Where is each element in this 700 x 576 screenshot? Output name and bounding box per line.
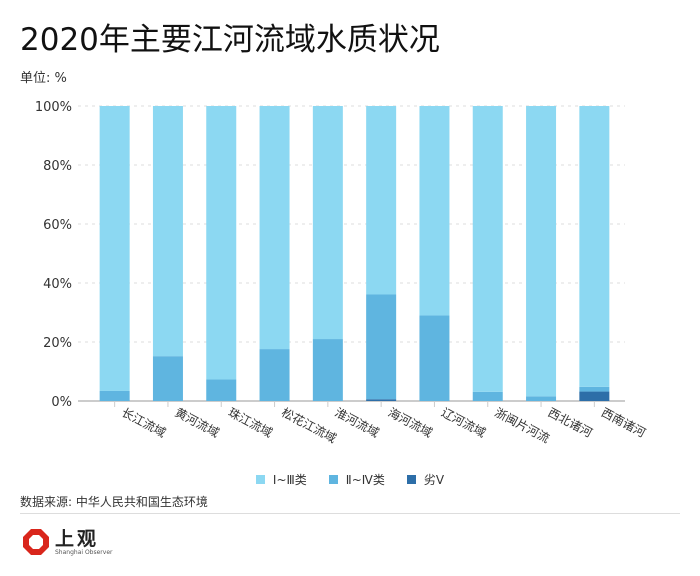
- y-tick-label: 100%: [35, 100, 72, 115]
- bar-segment: [206, 379, 237, 401]
- x-tick-label: 松花江流域: [279, 404, 339, 445]
- x-tick-label: 珠江流域: [226, 405, 275, 440]
- unit-label: 单位: %: [20, 71, 67, 86]
- bar-segment: [472, 391, 503, 401]
- legend-label: 劣V: [423, 473, 445, 487]
- bar-segment: [526, 106, 557, 397]
- legend-swatch: [328, 475, 338, 484]
- bar-segment: [366, 399, 397, 401]
- bar-segment: [99, 106, 130, 391]
- bar-segment: [152, 106, 183, 357]
- x-tick-label: 黄河流域: [173, 405, 222, 440]
- y-tick-label: 40%: [43, 277, 72, 292]
- y-tick-label: 60%: [43, 218, 72, 233]
- logo: 上观 Shanghai Observer: [22, 528, 112, 556]
- bar-segment: [152, 356, 183, 401]
- legend-item-2[interactable]: Ⅱ~Ⅳ类: [328, 471, 385, 488]
- y-tick-label: 0%: [51, 395, 72, 410]
- x-tick-label: 浙闽片河流: [492, 405, 552, 446]
- bar-segment: [366, 106, 397, 295]
- legend-swatch: [255, 475, 265, 484]
- legend-item-1[interactable]: Ⅰ~Ⅲ类: [255, 471, 307, 488]
- bar-segment: [366, 294, 397, 400]
- bar-segment: [419, 315, 450, 401]
- y-tick-label: 80%: [43, 159, 72, 174]
- x-tick-label: 西北诸河: [546, 405, 595, 440]
- bar-segment: [526, 396, 557, 401]
- bar-segment: [206, 106, 237, 380]
- x-tick-label: 淮河流域: [332, 405, 381, 440]
- bar-segment: [259, 349, 290, 401]
- legend: Ⅰ~Ⅲ类 Ⅱ~Ⅳ类 劣V: [0, 471, 700, 488]
- data-source: 数据来源: 中华人民共和国生态环境: [20, 495, 208, 509]
- bar-segment: [472, 106, 503, 392]
- bar-segment: [259, 106, 290, 350]
- logo-subtext: Shanghai Observer: [55, 548, 113, 556]
- logo-icon: [23, 529, 49, 555]
- legend-label: Ⅱ~Ⅳ类: [345, 473, 385, 487]
- bar-segment: [312, 339, 343, 401]
- x-tick-label: 海河流域: [386, 404, 435, 440]
- bar-segment: [579, 391, 610, 401]
- divider: [20, 513, 680, 514]
- chart-plot: 0% 20% 40% 60% 80% 100% 长江流域 黄河流域 珠江流域 松花江流域淮河流域海…: [35, 100, 649, 446]
- bar-segment: [419, 106, 450, 316]
- bar-segment: [579, 386, 610, 392]
- legend-label: Ⅰ~Ⅲ类: [272, 473, 307, 487]
- y-tick-label: 20%: [43, 336, 72, 351]
- chart-title: 2020年主要江河流域水质状况: [20, 22, 440, 58]
- legend-item-3[interactable]: 劣V: [406, 471, 445, 488]
- logo-text: 上观: [55, 527, 100, 550]
- bar-segment: [99, 390, 130, 401]
- bar-segment: [579, 106, 610, 387]
- x-tick-label: 辽河流域: [439, 405, 488, 440]
- bar-segment: [312, 106, 343, 340]
- legend-swatch: [406, 475, 416, 484]
- x-tick-label: 西南诸河: [599, 404, 648, 440]
- x-tick-label: 长江流域: [119, 405, 168, 440]
